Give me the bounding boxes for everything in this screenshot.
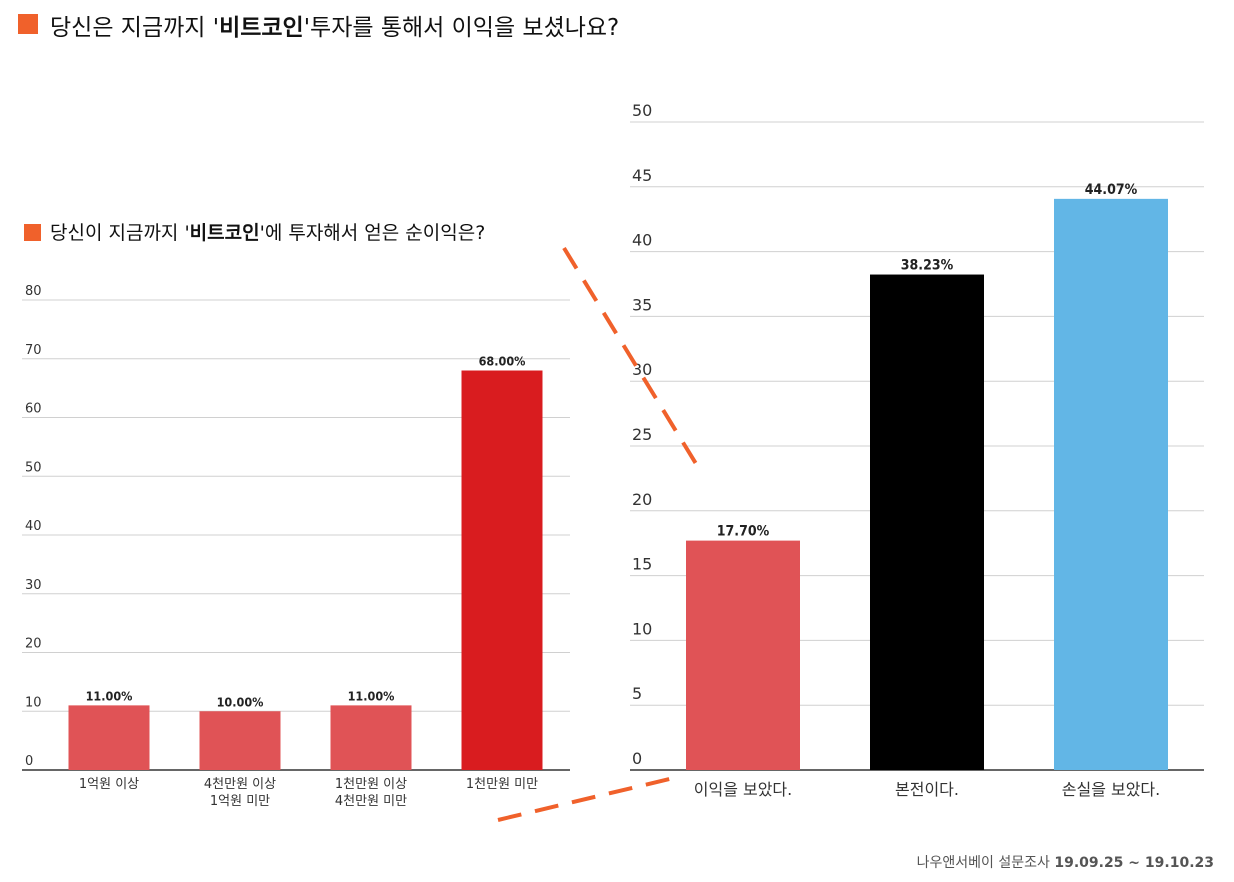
y-tick-label: 30 — [25, 578, 42, 593]
y-tick-label: 35 — [632, 295, 652, 314]
y-tick-label: 40 — [632, 231, 652, 250]
x-tick-label: 1천만원 이상 — [335, 777, 407, 792]
y-tick-label: 40 — [25, 519, 42, 534]
data-label: 68.00% — [479, 354, 526, 369]
y-tick-label: 70 — [25, 343, 42, 358]
net-profit-chart: 0 10 20 30 40 50 60 70 80 11.00% 1억원 이상 10.00% 4천만원 … — [22, 284, 570, 809]
sub-title: 당신이 지금까지 '비트코인'에 투자해서 얻은 순이익은? — [50, 222, 486, 244]
data-label: 10.00% — [217, 694, 264, 709]
survey-source: 나우앤서베이 설문조사 19.09.25 ~ 19.10.23 — [916, 855, 1214, 871]
connector-line-top — [562, 246, 700, 469]
x-tick-label: 1억원 이상 — [79, 777, 139, 792]
x-tick-label: 1천만원 미만 — [466, 777, 538, 792]
y-tick-label: 60 — [25, 402, 42, 417]
data-label: 44.07% — [1085, 182, 1138, 198]
data-label: 11.00% — [348, 688, 395, 703]
data-label: 11.00% — [86, 688, 133, 703]
bar — [870, 274, 984, 770]
y-tick-label: 0 — [25, 754, 33, 769]
data-label: 38.23% — [901, 258, 954, 274]
connector-line-bottom — [497, 774, 683, 822]
bar — [68, 705, 150, 770]
bar — [199, 711, 281, 770]
y-tick-label: 25 — [632, 425, 652, 444]
subtitle-marker-icon — [24, 224, 41, 241]
x-tick-label: 손실을 보았다. — [1062, 780, 1161, 799]
y-tick-label: 0 — [632, 749, 642, 768]
bar — [330, 705, 412, 770]
main-title: 당신은 지금까지 '비트코인'투자를 통해서 이익을 보셨나요? — [50, 15, 620, 41]
bar — [461, 370, 543, 770]
y-tick-label: 10 — [632, 619, 652, 638]
y-tick-label: 20 — [25, 637, 42, 652]
y-tick-label: 50 — [25, 460, 42, 475]
y-tick-label: 80 — [25, 284, 42, 299]
x-tick-label: 이익을 보았다. — [694, 780, 793, 799]
y-tick-label: 45 — [632, 166, 652, 185]
x-tick-label: 본전이다. — [895, 780, 959, 799]
data-label: 17.70% — [717, 524, 770, 540]
x-tick-label: 1억원 미만 — [210, 794, 270, 809]
bar — [686, 540, 800, 770]
x-tick-label: 4천만원 미만 — [335, 794, 407, 809]
bar — [1054, 198, 1168, 771]
connector-lines — [497, 246, 700, 822]
x-tick-label: 4천만원 이상 — [204, 777, 276, 792]
y-tick-label: 20 — [632, 490, 652, 509]
y-tick-label: 15 — [632, 555, 652, 574]
y-tick-label: 5 — [632, 684, 642, 703]
y-tick-label: 10 — [25, 695, 42, 710]
title-marker-icon — [18, 14, 38, 34]
y-tick-label: 50 — [632, 101, 652, 120]
